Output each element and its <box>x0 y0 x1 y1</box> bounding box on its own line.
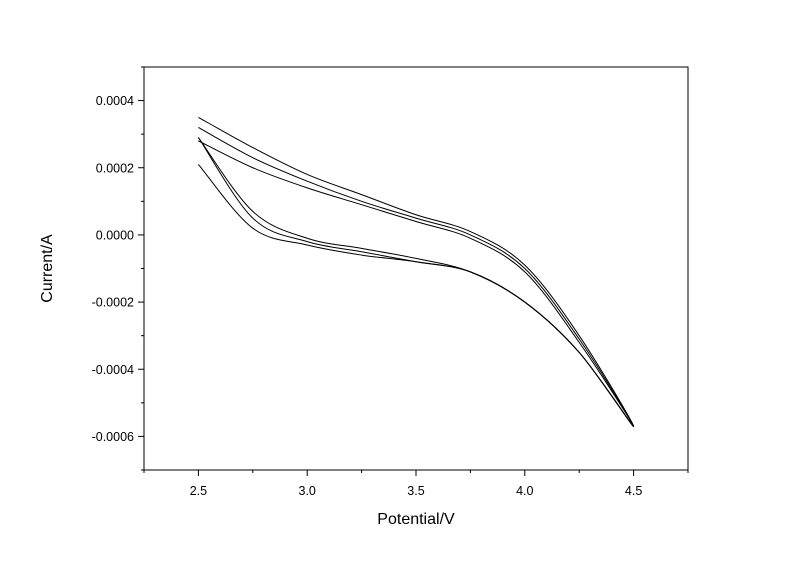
cv-cycle-1-line <box>198 116 635 427</box>
x-tick-label: 3.0 <box>299 484 316 498</box>
y-tick-label: 0.0000 <box>96 228 134 242</box>
plot-frame <box>143 66 689 471</box>
y-tick-label: -0.0002 <box>92 296 134 310</box>
series-layer <box>197 116 635 427</box>
y-tick-label: -0.0006 <box>92 430 134 444</box>
ticks-layer: 2.5 3.0 3.5 4.0 4.5 0.0004 0.0002 0.0000 -0.0002… <box>92 66 689 498</box>
y-tick-label: 0.0004 <box>96 94 134 108</box>
y-axis-title: Current/A <box>39 234 56 303</box>
x-tick-label: 3.5 <box>407 484 424 498</box>
cv-cycle-3-line <box>197 137 635 427</box>
y-tick-label: 0.0002 <box>96 161 134 175</box>
x-tick-label: 4.5 <box>625 484 642 498</box>
x-tick-label: 2.5 <box>190 484 207 498</box>
x-tick-label: 4.0 <box>516 484 533 498</box>
x-axis-title: Potential/V <box>377 511 455 528</box>
y-tick-label: -0.0004 <box>92 363 134 377</box>
